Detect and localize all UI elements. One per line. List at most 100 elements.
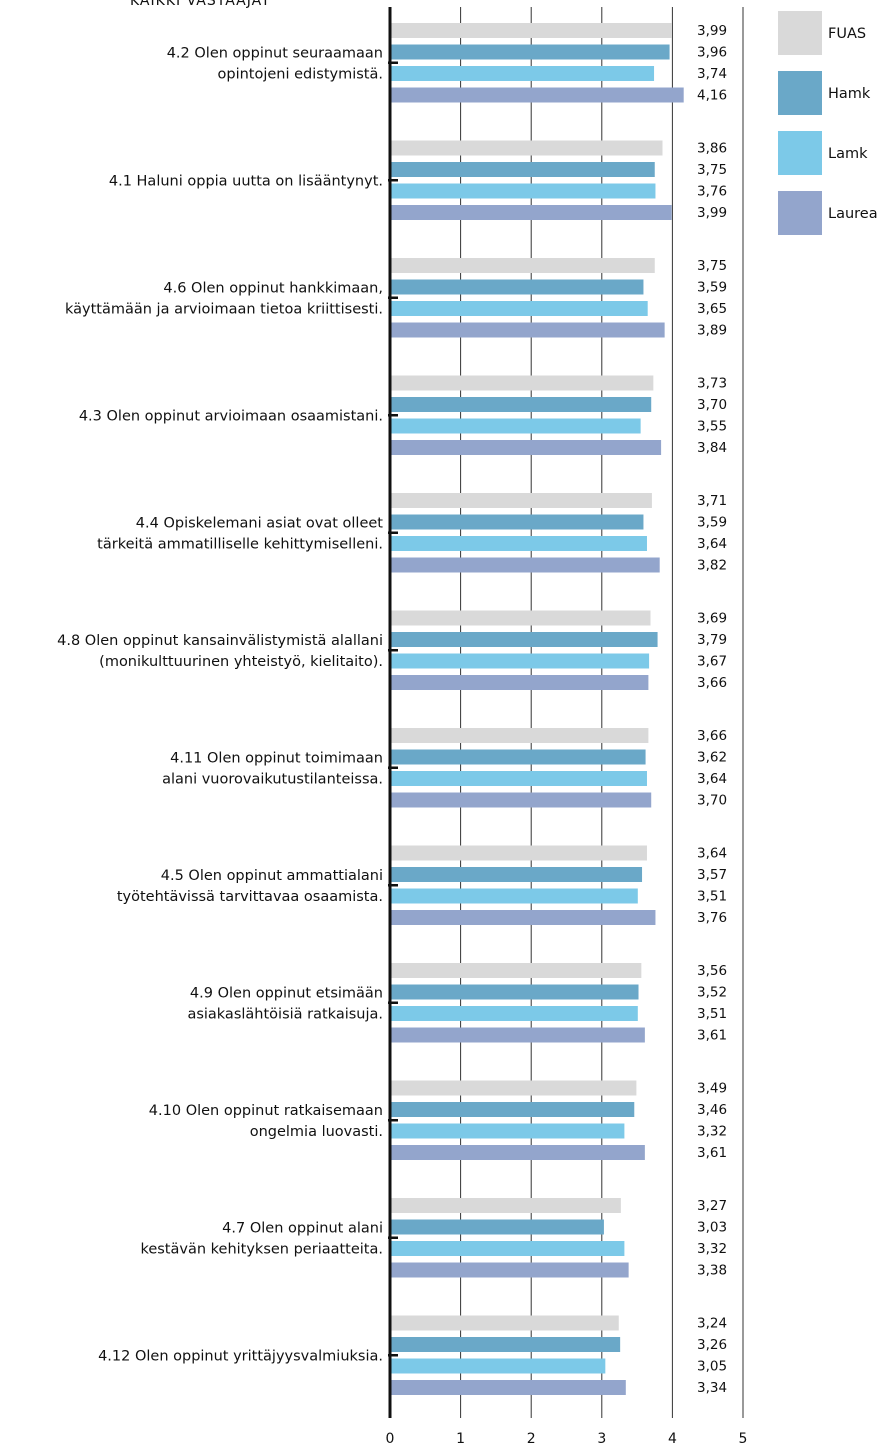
legend-label-fuas: FUAS xyxy=(828,26,866,42)
value-label: 4,16 xyxy=(697,88,727,104)
bar-fuas-6 xyxy=(390,610,651,626)
category-label: asiakaslähtöisiä ratkaisuja. xyxy=(187,1006,383,1022)
bar-hamk-6 xyxy=(390,632,658,647)
bar-lamk-11 xyxy=(390,1241,625,1256)
value-label: 3,84 xyxy=(697,440,727,456)
grid-lines xyxy=(460,7,744,1418)
value-label: 3,26 xyxy=(697,1337,727,1353)
legend-swatch-fuas xyxy=(778,11,822,55)
bar-lamk-10 xyxy=(390,1123,625,1139)
bar-fuas-4 xyxy=(390,375,654,391)
category-labels: 4.2 Olen oppinut seuraamaan opintojeni ed… xyxy=(57,45,383,1364)
value-label: 3,71 xyxy=(697,493,727,509)
bar-lamk-3 xyxy=(390,301,648,316)
value-label: 3,64 xyxy=(697,536,727,552)
bar-lamk-5 xyxy=(390,536,647,551)
category-label: tärkeitä ammatilliselle kehittymiselleni… xyxy=(97,536,383,552)
bar-laurea-7 xyxy=(390,792,652,808)
bar-fuas-1 xyxy=(390,23,672,38)
category-label: työtehtävissä tarvittavaa osaamista. xyxy=(117,889,383,905)
bar-laurea-11 xyxy=(390,1262,629,1278)
legend-swatch-lamk xyxy=(778,131,822,175)
bar-fuas-7 xyxy=(390,728,649,743)
value-label: 3,27 xyxy=(697,1198,727,1214)
category-label: kestävän kehityksen periaatteita. xyxy=(140,1241,383,1257)
bar-laurea-3 xyxy=(390,322,665,338)
value-labels: 3,99 3,96 3,74 4,16 3,86 3,75 3,76 3,99 3,75 3,59… xyxy=(697,23,727,1396)
bar-laurea-9 xyxy=(390,1027,645,1043)
bar-fuas-3 xyxy=(390,258,655,273)
value-label: 3,66 xyxy=(697,675,727,691)
value-label: 3,32 xyxy=(697,1241,727,1257)
category-label: 4.6 Olen oppinut hankkimaan, xyxy=(163,280,383,296)
bar-lamk-7 xyxy=(390,771,647,786)
value-label: 3,75 xyxy=(697,258,727,274)
category-label: 4.9 Olen oppinut etsimään xyxy=(190,985,383,1001)
value-label: 3,67 xyxy=(697,654,727,670)
value-label: 3,89 xyxy=(697,323,727,339)
bar-hamk-11 xyxy=(390,1219,604,1235)
x-tick-labels: 0 1 2 3 4 5 xyxy=(386,1431,748,1445)
value-label: 3,59 xyxy=(697,515,727,531)
value-label: 3,52 xyxy=(697,985,727,1001)
value-label: 3,76 xyxy=(697,184,727,200)
bar-fuas-9 xyxy=(390,963,642,978)
category-label: 4.8 Olen oppinut kansainvälistymistä ala… xyxy=(57,633,383,649)
bar-hamk-9 xyxy=(390,984,639,1000)
value-label: 3,56 xyxy=(697,963,727,979)
bar-hamk-3 xyxy=(390,279,644,295)
value-label: 3,99 xyxy=(697,23,727,39)
category-label: 4.3 Olen oppinut arvioimaan osaamistani. xyxy=(79,408,383,424)
legend-swatch-laurea xyxy=(778,191,822,235)
value-label: 3,03 xyxy=(697,1220,727,1236)
category-label: 4.5 Olen oppinut ammattialani xyxy=(161,868,383,884)
bar-hamk-8 xyxy=(390,867,643,882)
bar-hamk-10 xyxy=(390,1102,635,1117)
bar-lamk-2 xyxy=(390,183,656,199)
x-tick-label-5: 5 xyxy=(739,1431,748,1445)
value-label: 3,38 xyxy=(697,1263,727,1279)
category-label: 4.2 Olen oppinut seuraamaan xyxy=(167,45,383,61)
bar-fuas-2 xyxy=(390,140,663,156)
x-tick-label-3: 3 xyxy=(597,1431,606,1445)
category-label: käyttämään ja arvioimaan tietoa kriittis… xyxy=(65,301,383,317)
bar-fuas-5 xyxy=(390,493,652,508)
value-label: 3,32 xyxy=(697,1124,727,1140)
value-label: 3,64 xyxy=(697,771,727,787)
x-tick-label-0: 0 xyxy=(386,1431,395,1445)
value-label: 3,51 xyxy=(697,1006,727,1022)
chart-title-partial: KAIKKI VASTAAJAT xyxy=(130,0,271,9)
x-tick-label-2: 2 xyxy=(527,1431,536,1445)
category-label: 4.11 Olen oppinut toimimaan xyxy=(170,750,383,766)
value-label: 3,61 xyxy=(697,1145,727,1161)
legend-swatch-hamk xyxy=(778,71,822,115)
value-label: 3,66 xyxy=(697,728,727,744)
bar-laurea-12 xyxy=(390,1380,626,1395)
category-label: 4.7 Olen oppinut alani xyxy=(222,1220,383,1236)
value-label: 3,82 xyxy=(697,558,727,574)
value-label: 3,55 xyxy=(697,419,727,435)
value-label: 3,24 xyxy=(697,1316,727,1332)
value-label: 3,79 xyxy=(697,632,727,648)
bar-laurea-1 xyxy=(390,87,684,103)
value-label: 3,46 xyxy=(697,1102,727,1118)
category-label: 4.4 Opiskelemani asiat ovat olleet xyxy=(136,515,384,531)
bar-laurea-8 xyxy=(390,910,656,925)
bar-laurea-6 xyxy=(390,675,649,690)
category-label: (monikulttuurinen yhteistyö, kielitaito)… xyxy=(99,654,383,670)
bar-lamk-12 xyxy=(390,1358,606,1374)
bar-lamk-1 xyxy=(390,66,655,81)
category-label: 4.12 Olen oppinut yrittäjyysvalmiuksia. xyxy=(98,1348,383,1364)
category-label: ongelmia luovasti. xyxy=(250,1124,383,1140)
value-label: 3,51 xyxy=(697,889,727,905)
value-label: 3,49 xyxy=(697,1081,727,1097)
value-label: 3,70 xyxy=(697,793,727,809)
value-label: 3,73 xyxy=(697,376,727,392)
legend-label-hamk: Hamk xyxy=(828,86,871,102)
value-label: 3,62 xyxy=(697,750,727,766)
value-label: 3,34 xyxy=(697,1380,727,1396)
x-tick-label-4: 4 xyxy=(668,1431,677,1445)
bar-laurea-4 xyxy=(390,440,662,455)
bar-lamk-6 xyxy=(390,653,650,669)
